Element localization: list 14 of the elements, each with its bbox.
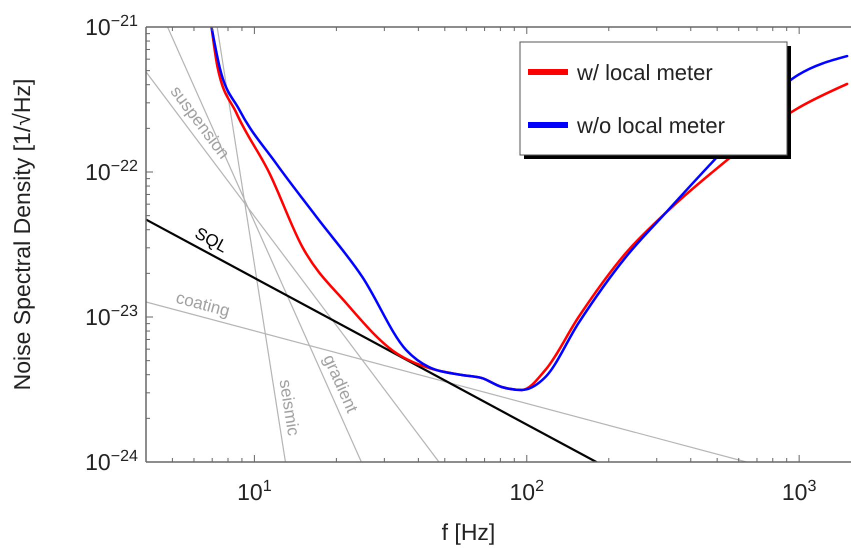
- legend-label: w/ local meter: [576, 60, 713, 85]
- y-tick-label: 10$^{−21}$: [85, 12, 138, 40]
- y-tick-label: 10$^{−23}$: [85, 302, 138, 330]
- y-axis-title: Noise Spectral Density [1/√Hz]: [9, 78, 35, 390]
- annotation: seismic: [276, 378, 304, 438]
- x-axis-title: f [Hz]: [442, 519, 496, 545]
- legend-label: w/o local meter: [576, 113, 725, 138]
- y-tick-label: 10$^{−22}$: [85, 157, 138, 185]
- annotation: coating: [174, 288, 232, 321]
- y-tick-label: 10$^{−24}$: [85, 447, 138, 475]
- x-tick-label: 10$^{2}$: [510, 477, 544, 505]
- annotation: SQL: [192, 224, 231, 256]
- x-tick-label: 10$^{1}$: [237, 477, 272, 505]
- x-tick-label: 10$^{3}$: [782, 477, 816, 505]
